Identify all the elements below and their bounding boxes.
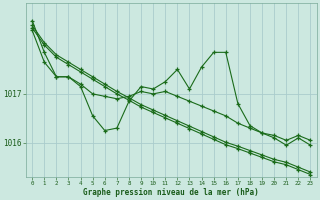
X-axis label: Graphe pression niveau de la mer (hPa): Graphe pression niveau de la mer (hPa): [84, 188, 259, 197]
